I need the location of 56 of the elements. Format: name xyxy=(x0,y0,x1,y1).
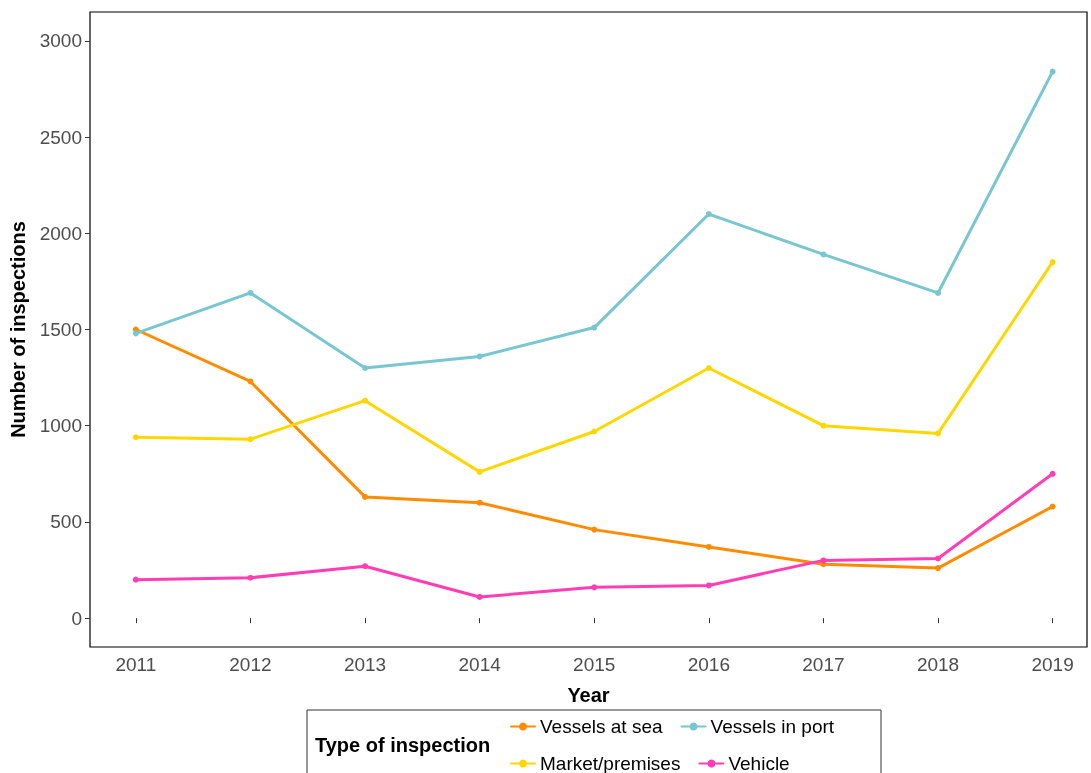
y-axis-title: Number of inspections xyxy=(7,221,29,438)
x-tick-label: 2012 xyxy=(229,654,272,675)
x-tick-label: 2016 xyxy=(687,654,730,675)
legend-label: Vessels at sea xyxy=(540,716,663,737)
legend-label: Vehicle xyxy=(728,753,790,773)
point xyxy=(591,428,598,435)
point xyxy=(935,289,942,296)
y-tick-label: 2000 xyxy=(39,222,82,244)
x-tick-label: 2017 xyxy=(802,654,845,675)
x-tick-label: 2015 xyxy=(573,654,616,675)
y-tick-label: 0 xyxy=(71,607,82,629)
point xyxy=(247,378,254,385)
point xyxy=(591,324,598,331)
point xyxy=(1049,68,1056,75)
point xyxy=(820,251,827,258)
point xyxy=(476,468,483,475)
x-tick-label: 2011 xyxy=(115,654,157,675)
y-tick-label: 1000 xyxy=(39,415,82,437)
point xyxy=(476,499,483,506)
point xyxy=(476,353,483,360)
point xyxy=(935,565,942,572)
x-tick-label: 2019 xyxy=(1031,654,1074,675)
point xyxy=(705,543,712,550)
point xyxy=(247,289,254,296)
point xyxy=(247,436,254,443)
point xyxy=(1049,503,1056,510)
point xyxy=(705,364,712,371)
point xyxy=(591,584,598,591)
point xyxy=(362,493,369,500)
y-tick-label: 500 xyxy=(50,511,82,533)
point xyxy=(935,430,942,437)
point xyxy=(362,563,369,570)
point xyxy=(591,526,598,533)
point xyxy=(132,576,139,583)
x-axis-title: Year xyxy=(567,684,610,706)
y-tick-label: 2500 xyxy=(39,126,82,148)
point xyxy=(476,593,483,600)
point xyxy=(1049,470,1056,477)
x-tick-label: 2018 xyxy=(916,654,960,675)
point xyxy=(705,211,712,218)
legend-title: Type of inspection xyxy=(315,734,491,756)
point xyxy=(362,364,369,371)
point xyxy=(1049,259,1056,266)
legend-label: Vessels in port xyxy=(710,716,835,737)
point xyxy=(820,557,827,564)
x-tick-label: 2013 xyxy=(343,654,387,675)
point xyxy=(362,397,369,404)
y-tick-label: 1500 xyxy=(39,319,82,340)
x-tick-label: 2014 xyxy=(458,654,502,675)
point xyxy=(132,330,139,337)
point xyxy=(247,574,254,581)
y-tick-label: 3000 xyxy=(39,30,82,52)
point xyxy=(820,422,827,429)
point xyxy=(935,555,942,562)
point xyxy=(132,434,139,441)
point xyxy=(705,582,712,589)
